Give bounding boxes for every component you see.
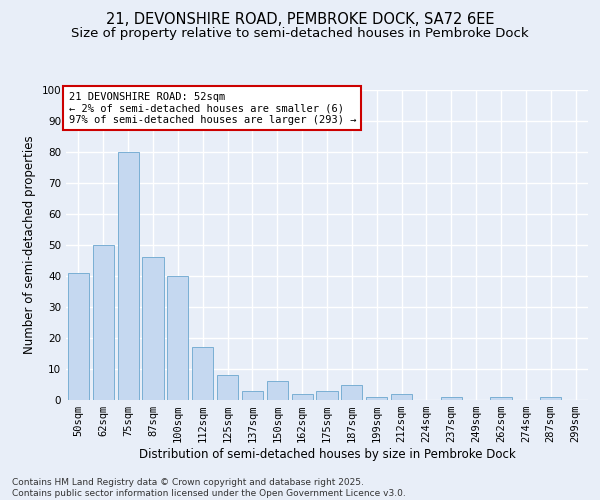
Bar bbox=[217, 375, 238, 400]
Bar bbox=[540, 397, 561, 400]
Bar bbox=[167, 276, 188, 400]
Text: Contains HM Land Registry data © Crown copyright and database right 2025.
Contai: Contains HM Land Registry data © Crown c… bbox=[12, 478, 406, 498]
Bar bbox=[93, 245, 114, 400]
X-axis label: Distribution of semi-detached houses by size in Pembroke Dock: Distribution of semi-detached houses by … bbox=[139, 448, 515, 461]
Bar bbox=[267, 382, 288, 400]
Bar bbox=[316, 390, 338, 400]
Bar bbox=[441, 397, 462, 400]
Bar bbox=[192, 348, 213, 400]
Text: 21, DEVONSHIRE ROAD, PEMBROKE DOCK, SA72 6EE: 21, DEVONSHIRE ROAD, PEMBROKE DOCK, SA72… bbox=[106, 12, 494, 28]
Bar bbox=[118, 152, 139, 400]
Text: 21 DEVONSHIRE ROAD: 52sqm
← 2% of semi-detached houses are smaller (6)
97% of se: 21 DEVONSHIRE ROAD: 52sqm ← 2% of semi-d… bbox=[68, 92, 356, 124]
Bar bbox=[391, 394, 412, 400]
Bar bbox=[490, 397, 512, 400]
Y-axis label: Number of semi-detached properties: Number of semi-detached properties bbox=[23, 136, 36, 354]
Bar bbox=[292, 394, 313, 400]
Bar bbox=[242, 390, 263, 400]
Bar bbox=[68, 273, 89, 400]
Text: Size of property relative to semi-detached houses in Pembroke Dock: Size of property relative to semi-detach… bbox=[71, 28, 529, 40]
Bar bbox=[341, 384, 362, 400]
Bar bbox=[142, 258, 164, 400]
Bar bbox=[366, 397, 387, 400]
